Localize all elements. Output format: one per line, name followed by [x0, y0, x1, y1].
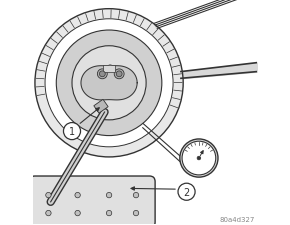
Circle shape — [182, 142, 216, 175]
Circle shape — [114, 70, 124, 79]
Circle shape — [56, 31, 162, 136]
Circle shape — [46, 193, 51, 198]
Circle shape — [75, 210, 80, 216]
Circle shape — [75, 193, 80, 198]
Text: 2: 2 — [184, 187, 190, 197]
Circle shape — [133, 210, 139, 216]
FancyBboxPatch shape — [29, 176, 155, 225]
Circle shape — [45, 20, 173, 147]
Text: 1: 1 — [69, 126, 75, 137]
Polygon shape — [81, 66, 137, 100]
Circle shape — [116, 72, 122, 77]
Text: 80a4d327: 80a4d327 — [220, 216, 255, 222]
Circle shape — [46, 210, 51, 216]
Circle shape — [178, 183, 195, 200]
Circle shape — [106, 210, 112, 216]
Circle shape — [197, 157, 201, 160]
Circle shape — [107, 65, 114, 72]
Circle shape — [72, 47, 146, 120]
Circle shape — [133, 193, 139, 198]
Circle shape — [106, 193, 112, 198]
Circle shape — [99, 72, 105, 77]
Circle shape — [35, 10, 183, 157]
Circle shape — [97, 70, 107, 79]
Bar — [104, 65, 115, 72]
Bar — [94, 100, 108, 114]
Circle shape — [180, 139, 218, 177]
Circle shape — [64, 123, 81, 140]
